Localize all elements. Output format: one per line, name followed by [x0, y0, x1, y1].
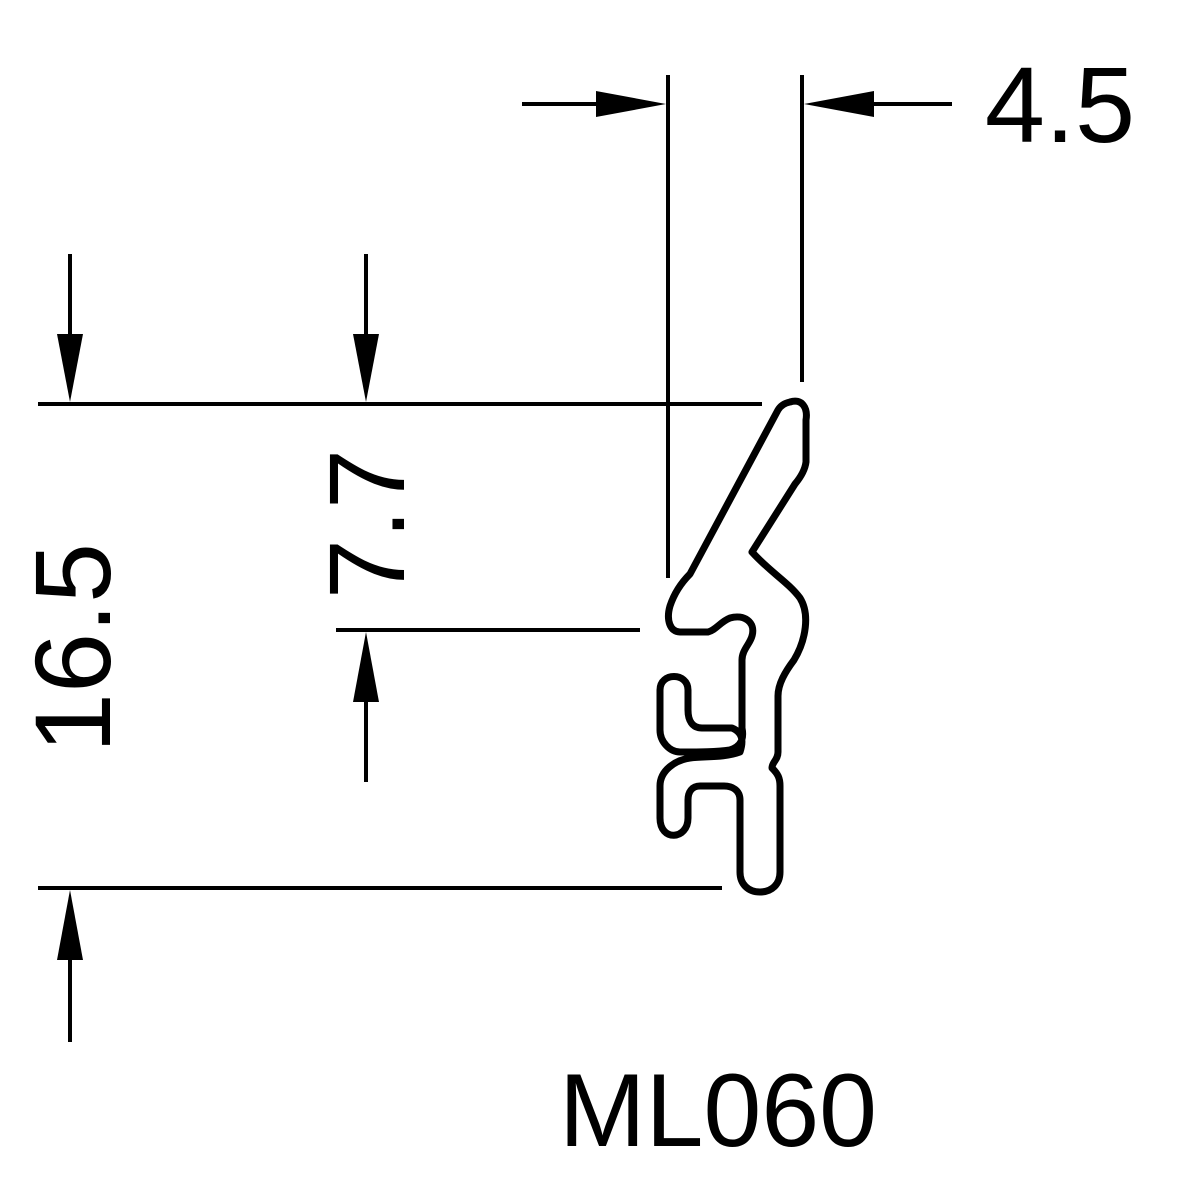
seal-profile-outline [656, 397, 810, 896]
upper-height-dimension: 7.7 [306, 254, 640, 782]
arrowhead-left-pointing [804, 91, 874, 117]
arrowhead-up-pointing [57, 890, 83, 960]
arrowhead-up-pointing [353, 632, 379, 702]
dimension-label-upper-height: 7.7 [306, 449, 427, 599]
width-dimension: 4.5 [522, 44, 1135, 578]
model-code: ML060 [559, 1053, 877, 1169]
arrowhead-right-pointing [596, 91, 666, 117]
dimension-label-width: 4.5 [985, 44, 1135, 165]
arrowhead-down-pointing [353, 334, 379, 402]
dimension-label-total-height: 16.5 [12, 543, 133, 753]
total-height-dimension: 16.5 [12, 254, 762, 1042]
arrowhead-down-pointing [57, 334, 83, 402]
